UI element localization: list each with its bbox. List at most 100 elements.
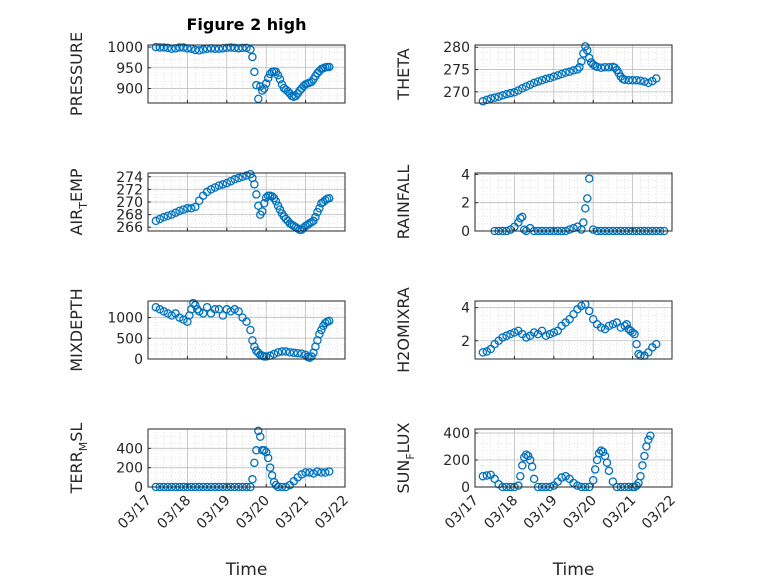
data-point xyxy=(273,348,283,357)
data-point xyxy=(324,316,334,326)
data-point xyxy=(289,348,299,358)
y-tick-label: 4 xyxy=(461,301,470,317)
x-axis-label: Time xyxy=(552,560,595,580)
data-point xyxy=(305,468,314,477)
data-point xyxy=(293,224,302,233)
data-point xyxy=(271,480,281,490)
data-point xyxy=(620,75,629,85)
data-point xyxy=(529,78,539,88)
y-tick-label: 0 xyxy=(134,352,143,368)
data-point xyxy=(192,305,202,314)
data-point xyxy=(516,214,525,223)
data-point xyxy=(269,349,279,359)
data-point xyxy=(155,43,165,52)
data-point xyxy=(242,317,251,326)
y-tick-label: 270 xyxy=(443,85,470,101)
y-axis-label: MIXDEPTH xyxy=(67,288,86,371)
data-point xyxy=(297,470,306,479)
x-tick-label: 03/21 xyxy=(600,493,640,533)
axes-box xyxy=(147,300,346,360)
plot-area xyxy=(475,173,672,231)
data-point xyxy=(533,77,543,86)
data-point xyxy=(218,311,228,320)
data-point xyxy=(242,43,251,53)
x-tick-label: 03/20 xyxy=(233,493,273,533)
data-point xyxy=(163,43,172,53)
data-point xyxy=(246,45,255,54)
y-axis-label: PRESSURE xyxy=(67,32,86,116)
data-point xyxy=(545,73,555,83)
minor-grid xyxy=(475,301,672,359)
series-markers xyxy=(151,298,334,363)
data-point xyxy=(545,329,555,339)
data-point xyxy=(553,71,562,80)
data-point xyxy=(250,67,259,77)
figure-title: Figure 2 high xyxy=(187,15,307,34)
data-point xyxy=(644,435,653,445)
y-tick-label: 400 xyxy=(116,441,143,457)
data-point xyxy=(222,178,232,188)
data-point xyxy=(510,328,519,337)
subplot-h2omixra: 2 4 H2OMIXRA xyxy=(394,287,673,373)
data-point xyxy=(324,62,334,72)
data-point xyxy=(490,474,499,484)
y-tick-label: 0 xyxy=(461,224,470,240)
data-point xyxy=(246,325,255,335)
data-point xyxy=(636,471,645,481)
data-point xyxy=(321,468,330,477)
data-point xyxy=(579,218,588,227)
x-tick-label: 03/19 xyxy=(194,493,234,533)
data-point xyxy=(596,446,606,455)
data-point xyxy=(214,181,224,190)
data-point xyxy=(277,347,287,356)
y-tick-label: 0 xyxy=(461,480,470,496)
x-tick-label: 03/21 xyxy=(273,493,313,533)
data-point xyxy=(569,223,578,233)
axes-box xyxy=(474,428,673,488)
y-tick-label: 900 xyxy=(116,82,143,98)
data-point xyxy=(583,46,592,55)
x-tick-label: 03/17 xyxy=(115,493,155,533)
data-point xyxy=(646,431,655,440)
data-point xyxy=(590,465,600,474)
data-point xyxy=(518,461,527,470)
data-point xyxy=(171,208,180,217)
data-point xyxy=(259,84,269,93)
data-point xyxy=(175,43,184,52)
data-point xyxy=(315,329,324,339)
data-point xyxy=(275,75,285,84)
minor-grid xyxy=(475,45,672,103)
axes-box xyxy=(474,44,673,104)
data-point xyxy=(252,446,261,455)
data-point xyxy=(644,78,653,88)
data-point xyxy=(230,43,239,53)
data-point xyxy=(167,210,176,219)
data-point xyxy=(506,329,515,339)
x-tick-label: 03/22 xyxy=(639,493,679,533)
data-point xyxy=(230,175,239,184)
data-point xyxy=(226,43,235,52)
data-point xyxy=(577,301,586,311)
data-point xyxy=(259,446,269,455)
data-point xyxy=(541,331,551,341)
data-point xyxy=(622,319,631,329)
data-point xyxy=(596,323,606,332)
y-tick-label: 275 xyxy=(443,63,470,79)
data-point xyxy=(163,211,172,221)
x-tick-label: 03/17 xyxy=(442,493,482,533)
data-point xyxy=(624,75,633,85)
y-tick-label: 270 xyxy=(116,195,143,211)
y-tick-label: 200 xyxy=(116,461,143,477)
data-point xyxy=(525,80,535,89)
data-point xyxy=(248,52,257,62)
data-point xyxy=(575,63,584,72)
data-point xyxy=(604,466,614,476)
data-point xyxy=(565,67,574,77)
data-point xyxy=(254,426,263,436)
data-point xyxy=(486,94,496,103)
plot-area xyxy=(148,45,345,103)
data-point xyxy=(596,63,606,73)
data-point xyxy=(588,476,598,485)
axes-box xyxy=(147,428,346,488)
data-point xyxy=(490,93,499,102)
